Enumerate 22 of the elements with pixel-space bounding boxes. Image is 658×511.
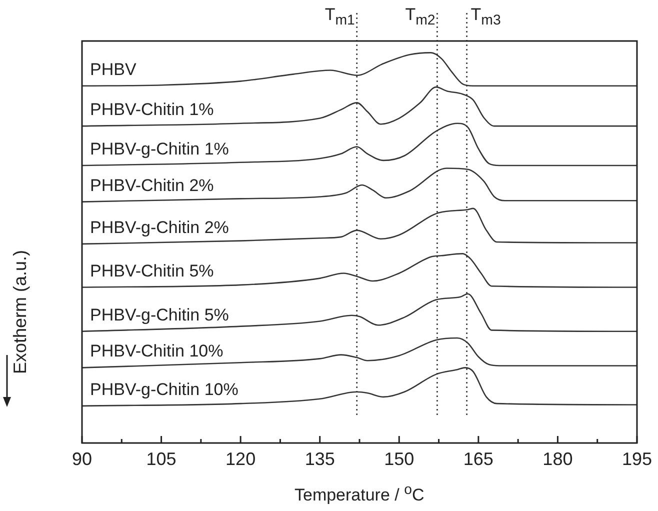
y-axis-title: Exotherm (a.u.) xyxy=(10,250,31,374)
x-tick-label: 150 xyxy=(384,448,414,469)
series-label: PHBV-g-Chitin 5% xyxy=(90,305,229,324)
series-label: PHBV-g-Chitin 1% xyxy=(90,140,229,159)
x-tick-label: 105 xyxy=(146,448,176,469)
series-label: PHBV-g-Chitin 2% xyxy=(90,218,229,237)
ref-line-label: T$_{m2}$ xyxy=(405,4,436,30)
x-tick-label: 120 xyxy=(226,448,256,469)
series-label: PHBV-Chitin 5% xyxy=(90,261,214,280)
ref-line-label: T$_{m3}$ xyxy=(470,4,501,30)
series-label: PHBV-g-Chitin 10% xyxy=(90,380,238,399)
x-tick-label: 180 xyxy=(542,448,573,469)
series-label: PHBV-Chitin 1% xyxy=(90,100,214,120)
x-axis-title: Temperature / $^{o}$C xyxy=(294,481,424,506)
series-label: PHBV-Chitin 2% xyxy=(90,176,214,195)
x-tick-label: 195 xyxy=(622,448,652,469)
ref-line-label: T$_{m1}$ xyxy=(324,4,355,30)
x-tick-label: 135 xyxy=(304,448,335,469)
series-label: PHBV-Chitin 10% xyxy=(90,342,224,361)
x-tick-label: 165 xyxy=(463,448,494,469)
series-label: PHBV xyxy=(90,60,137,79)
x-tick-label: 90 xyxy=(72,448,92,469)
